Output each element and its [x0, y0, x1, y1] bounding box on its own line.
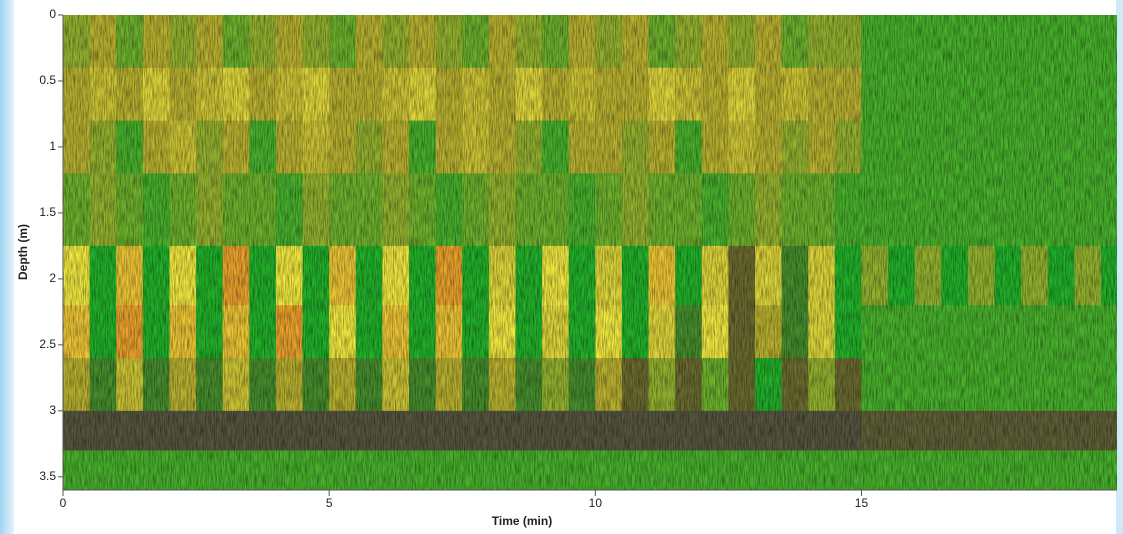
- y-tick-label: 1: [49, 139, 56, 153]
- background-edge: [0, 0, 14, 534]
- x-tick-label: 0: [60, 496, 67, 510]
- y-tick-label: 2.5: [39, 337, 56, 351]
- y-tick-label: 3: [49, 403, 56, 417]
- y-tick-label: 1.5: [39, 205, 56, 219]
- x-tick-label: 5: [326, 496, 333, 510]
- y-tick-label: 0: [49, 7, 56, 21]
- y-tick-label: 3.5: [39, 469, 56, 483]
- y-tick-label: 2: [49, 271, 56, 285]
- y-axis-title: Depth (m): [16, 224, 30, 280]
- x-axis-title: Time (min): [492, 514, 552, 528]
- background-edge: [1116, 0, 1123, 534]
- texture: [63, 15, 1117, 490]
- x-tick-label: 10: [589, 496, 603, 510]
- y-tick-label: 0.5: [39, 73, 56, 87]
- x-tick-label: 15: [855, 496, 869, 510]
